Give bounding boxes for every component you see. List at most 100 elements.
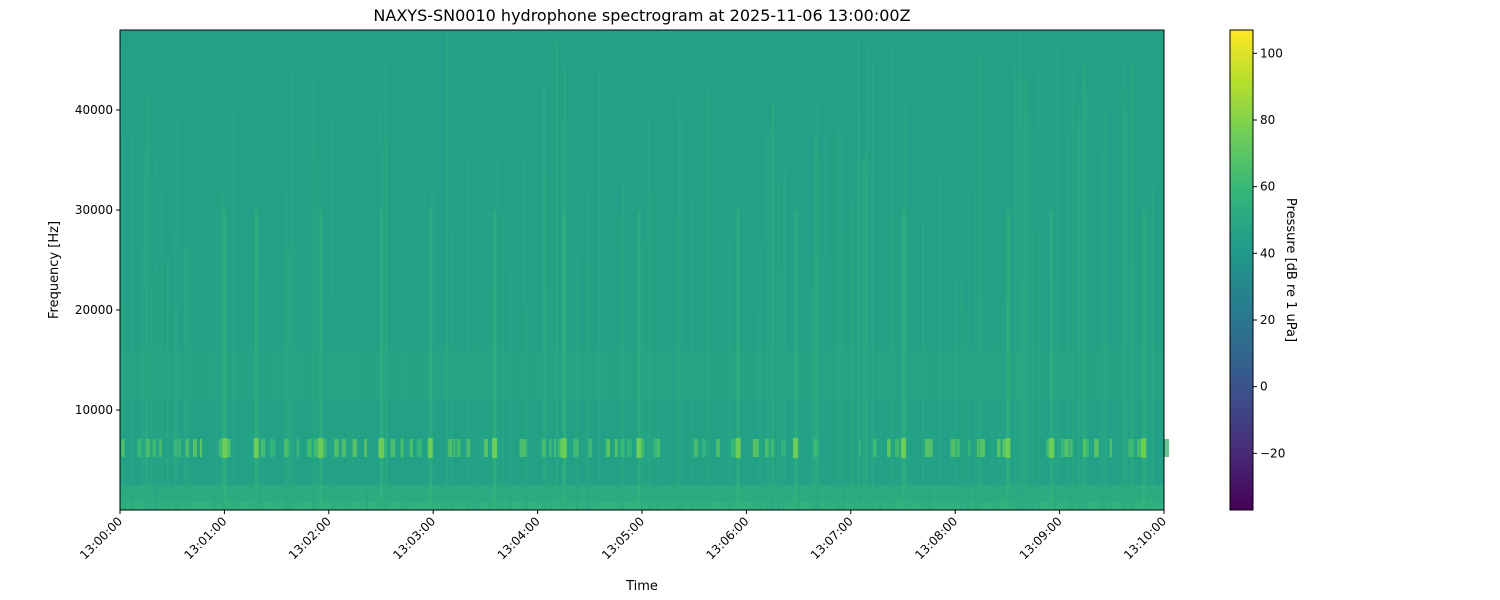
heatmap-tonal-blob xyxy=(1064,439,1069,457)
heatmap-transient xyxy=(1049,210,1053,510)
heatmap-streak xyxy=(256,117,260,511)
heatmap-streak xyxy=(286,245,289,511)
x-axis-label: Time xyxy=(625,579,658,594)
heatmap-transient-peak xyxy=(492,438,498,458)
heatmap-streak xyxy=(891,47,894,511)
heatmap-streak xyxy=(497,126,499,510)
heatmap-streak xyxy=(817,35,819,511)
heatmap-streak xyxy=(1146,176,1149,510)
heatmap-streak xyxy=(574,273,578,510)
heatmap-streak xyxy=(1068,241,1072,510)
heatmap-streak xyxy=(586,101,589,510)
heatmap-streak xyxy=(382,145,384,510)
heatmap-streak xyxy=(864,151,868,511)
heatmap-streak xyxy=(1082,62,1086,511)
heatmap-streak xyxy=(445,34,449,511)
heatmap-streak xyxy=(1081,309,1083,510)
heatmap-streak xyxy=(841,230,845,511)
heatmap-streak xyxy=(523,159,526,510)
heatmap-tonal-blob xyxy=(409,439,413,457)
heatmap-streak xyxy=(904,106,907,510)
heatmap-streak xyxy=(1053,276,1056,510)
heatmap-transient-peak xyxy=(427,438,433,458)
heatmap-tonal-blob xyxy=(173,439,178,457)
heatmap-tonal-blob xyxy=(199,439,202,457)
heatmap-streak xyxy=(857,35,861,511)
heatmap-streak xyxy=(121,137,124,510)
heatmap-tonal-blob xyxy=(752,439,756,457)
heatmap-streak xyxy=(555,40,559,510)
heatmap-tonal-blob xyxy=(227,439,231,457)
heatmap-transient xyxy=(562,210,566,510)
heatmap-tonal-blob xyxy=(716,439,720,457)
heatmap-streak xyxy=(338,151,340,511)
heatmap-transient xyxy=(428,210,432,510)
heatmap-streak xyxy=(1102,66,1106,510)
heatmap-streak xyxy=(290,73,293,510)
heatmap-tonal-blob xyxy=(730,439,736,457)
heatmap-streak xyxy=(815,103,819,510)
heatmap-streak xyxy=(331,121,333,510)
heatmap-tonal-blob xyxy=(549,439,552,457)
heatmap-streak xyxy=(1084,92,1088,510)
heatmap-streak xyxy=(991,201,994,511)
heatmap-tonal-blob xyxy=(657,439,661,457)
heatmap-streak xyxy=(1104,112,1108,510)
heatmap-tonal-blob xyxy=(453,439,456,457)
heatmap-tonal-blob xyxy=(137,439,141,457)
heatmap-streak xyxy=(838,129,841,510)
heatmap-transient-peak xyxy=(1048,438,1054,458)
colorbar-tick-label: 80 xyxy=(1260,113,1275,127)
heatmap-streak xyxy=(770,238,773,511)
colorbar-axis: −20 0 20 40 60 80 100 xyxy=(1253,46,1285,460)
heatmap-streak xyxy=(597,68,601,511)
heatmap-streak xyxy=(251,266,253,510)
heatmap-streak xyxy=(1017,74,1020,511)
heatmap-streak xyxy=(1015,256,1019,510)
heatmap-streak xyxy=(1019,32,1023,510)
x-tick-label: 13:04:00 xyxy=(495,514,543,562)
heatmap-tonal-blob xyxy=(1129,439,1135,457)
heatmap-streak xyxy=(950,77,952,510)
heatmap-streak xyxy=(175,116,177,511)
heatmap-streak xyxy=(1022,282,1025,510)
heatmap-streak xyxy=(213,293,216,510)
heatmap-streak xyxy=(141,246,144,511)
heatmap-tonal-blob xyxy=(185,439,189,457)
heatmap xyxy=(120,30,1169,511)
heatmap-streak xyxy=(1009,159,1011,510)
heatmap-streak xyxy=(953,280,957,510)
heatmap-tonal-blob xyxy=(606,439,611,457)
heatmap-streak xyxy=(160,185,164,510)
heatmap-streak xyxy=(921,220,924,510)
heatmap-streak xyxy=(813,257,817,510)
heatmap-tonal-blob xyxy=(270,439,275,457)
heatmap-streak xyxy=(922,42,924,511)
heatmap-tonal-blob xyxy=(1094,439,1099,457)
heatmap-tonal-blob xyxy=(260,439,266,457)
heatmap-streak xyxy=(431,158,434,510)
heatmap-streak xyxy=(501,213,504,510)
heatmap-tonal-blob xyxy=(588,439,592,457)
heatmap-streak xyxy=(467,161,470,510)
heatmap-streak xyxy=(442,200,444,511)
heatmap-streak xyxy=(641,241,645,510)
heatmap-tonal-blob xyxy=(159,439,162,457)
heatmap-streak xyxy=(657,172,659,511)
x-tick-label: 13:09:00 xyxy=(1017,514,1065,562)
heatmap-streak xyxy=(366,125,368,510)
heatmap-tonal-blob xyxy=(553,439,557,457)
heatmap-transient-peak xyxy=(561,438,567,458)
heatmap-transient xyxy=(380,210,383,510)
heatmap-streak xyxy=(1130,61,1134,511)
y-axis: 10000 20000 30000 40000 xyxy=(75,103,120,417)
heatmap-tonal-blob xyxy=(416,439,422,457)
heatmap-transient-peak xyxy=(793,438,799,458)
heatmap-streak xyxy=(183,245,187,510)
heatmap-tonal-blob xyxy=(1085,439,1089,457)
heatmap-tonal-blob xyxy=(929,439,933,457)
heatmap-tonal-blob xyxy=(522,439,527,457)
heatmap-streak xyxy=(509,270,513,510)
heatmap-streak xyxy=(834,131,838,510)
